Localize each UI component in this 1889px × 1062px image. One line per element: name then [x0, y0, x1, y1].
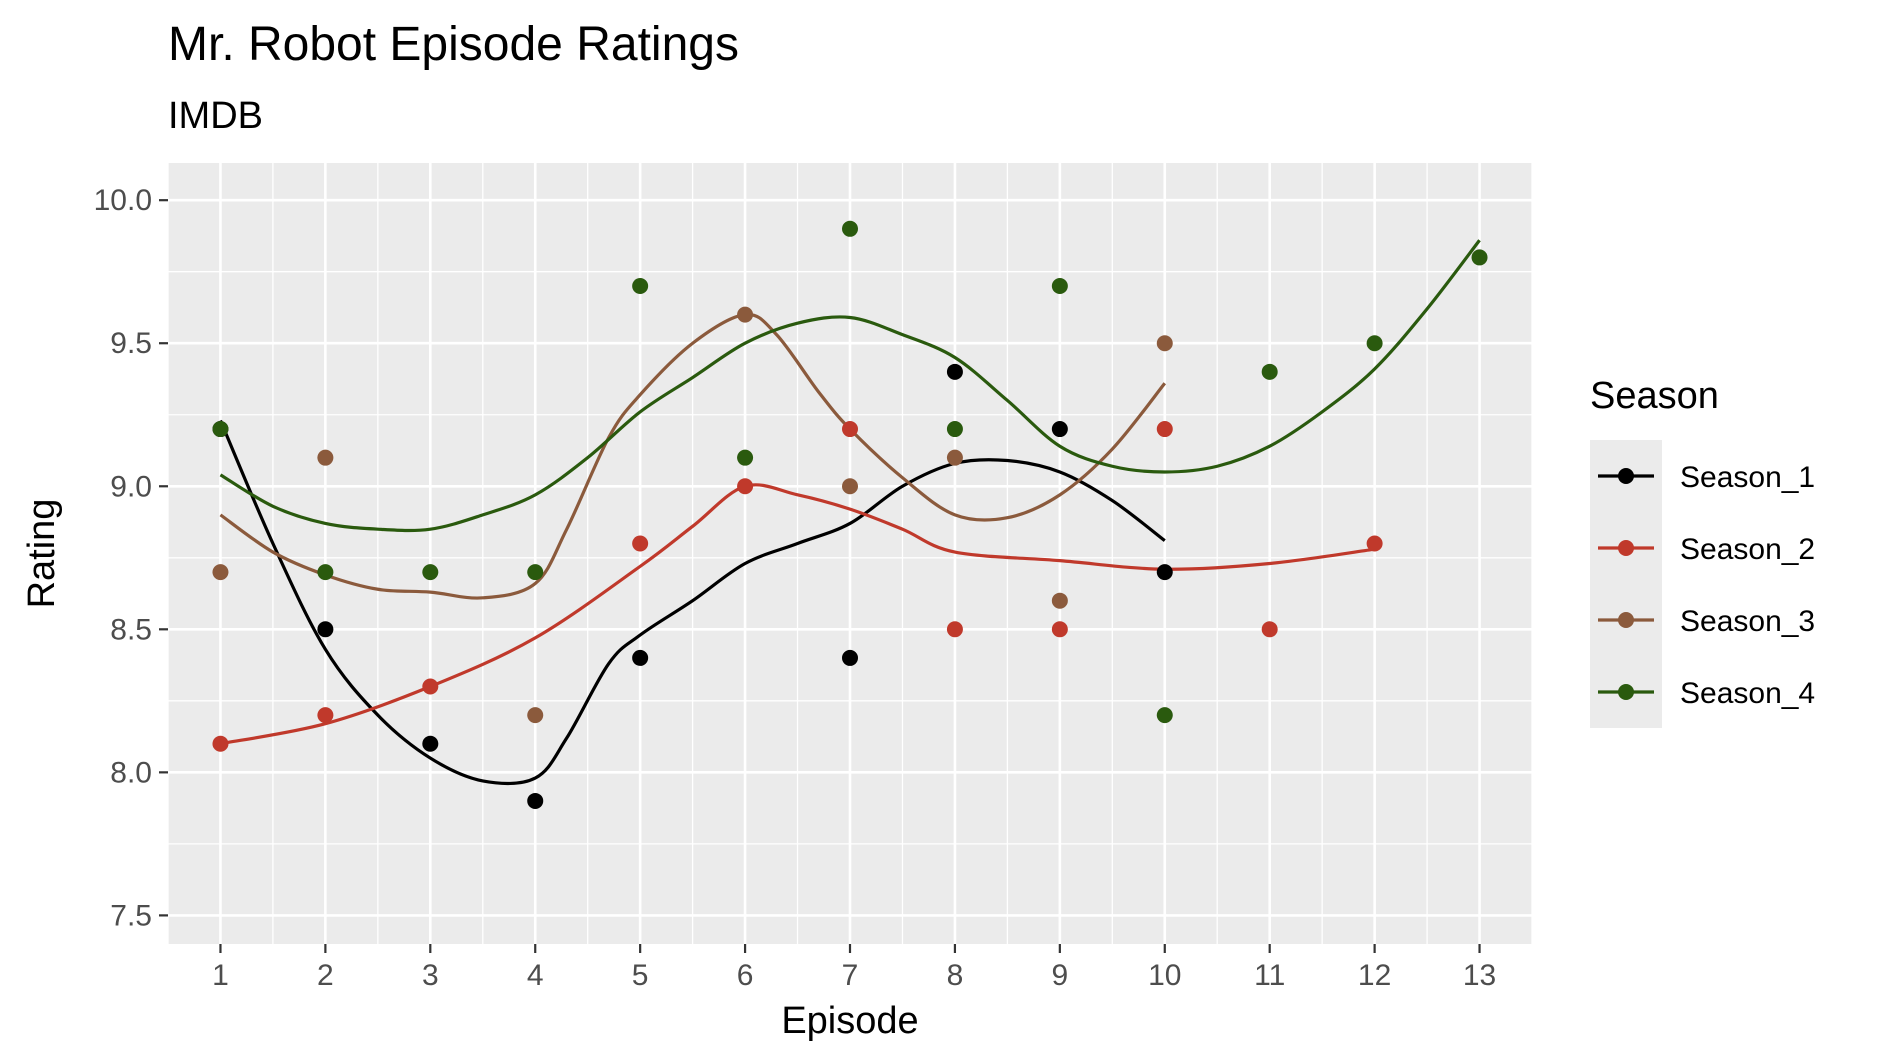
chart-subtitle: IMDB: [168, 95, 263, 137]
data-point-season_2: [1156, 421, 1173, 438]
data-point-season_4: [527, 564, 544, 581]
x-tick-label: 4: [527, 959, 544, 992]
x-tick-label: 7: [842, 959, 859, 992]
legend-key-point: [1618, 540, 1634, 556]
data-point-season_1: [1051, 421, 1068, 438]
data-point-season_3: [527, 707, 544, 724]
smooth-line-season_4: [219, 239, 1481, 533]
data-point-season_4: [212, 421, 229, 438]
data-point-season_4: [317, 564, 334, 581]
data-point-season_2: [212, 735, 229, 752]
data-point-season_4: [1471, 249, 1488, 266]
y-axis-title: Rating: [21, 499, 63, 609]
data-point-season_4: [1366, 335, 1383, 352]
x-tick-label: 12: [1358, 959, 1391, 992]
data-point-season_4: [422, 564, 439, 581]
x-tick-label: 5: [632, 959, 649, 992]
data-point-season_4: [1156, 707, 1173, 724]
chart-title: Mr. Robot Episode Ratings: [168, 18, 739, 71]
legend-key-point: [1618, 612, 1634, 628]
data-point-season_2: [1366, 535, 1383, 552]
smooth-line-season_3: [219, 312, 1167, 600]
y-tick-label: 9.0: [110, 470, 152, 503]
smooth-lines: [218, 239, 1481, 786]
x-tick-label: 13: [1463, 959, 1496, 992]
data-point-season_3: [317, 449, 334, 466]
y-tick-label: 8.5: [110, 613, 152, 646]
legend-key-background: [1590, 440, 1662, 728]
data-point-season_1: [527, 792, 544, 809]
data-point-season_2: [1261, 621, 1278, 638]
data-point-season_4: [1261, 363, 1278, 380]
smooth-line-season_1: [218, 419, 1166, 786]
data-point-season_3: [842, 478, 858, 495]
data-point-season_3: [1156, 335, 1173, 352]
data-point-season_4: [632, 278, 649, 295]
legend-key-point: [1618, 468, 1634, 484]
data-point-season_4: [946, 421, 963, 438]
data-point-season_2: [842, 421, 858, 438]
y-tick-label: 9.5: [110, 327, 152, 360]
legend-label: Season_1: [1680, 461, 1815, 494]
data-point-season_1: [842, 649, 858, 666]
data-point-season_2: [737, 478, 754, 495]
x-axis: 1 2 3 4 5 6 7 8 9 10 11 12 13: [212, 944, 1496, 992]
x-tick-label: 1: [212, 959, 229, 992]
data-point-season_2: [1051, 621, 1068, 638]
y-axis: 7.5 8.0 8.5 9.0 9.5 10.0: [94, 184, 168, 932]
data-point-season_4: [842, 220, 858, 237]
data-points: [212, 220, 1488, 809]
x-tick-label: 6: [737, 959, 754, 992]
data-point-season_4: [1051, 278, 1068, 295]
y-tick-label: 7.5: [110, 899, 152, 932]
legend-label: Season_4: [1680, 677, 1815, 710]
x-tick-label: 10: [1148, 959, 1181, 992]
data-point-season_1: [1156, 564, 1173, 581]
legend-key-point: [1618, 684, 1634, 700]
legend: Season_1 Season_2 Season_3 Season_4: [1590, 440, 1815, 728]
legend-title: Season: [1590, 375, 1719, 417]
data-point-season_2: [946, 621, 963, 638]
x-tick-label: 3: [422, 959, 439, 992]
x-tick-label: 11: [1254, 959, 1285, 992]
smooth-line-season_2: [220, 483, 1375, 746]
data-point-season_2: [317, 707, 334, 724]
y-tick-label: 10.0: [94, 184, 152, 217]
legend-label: Season_3: [1680, 605, 1815, 638]
data-point-season_3: [946, 449, 963, 466]
y-tick-label: 8.0: [110, 756, 152, 789]
data-point-season_3: [1051, 592, 1068, 609]
legend-label: Season_2: [1680, 533, 1815, 566]
data-point-season_2: [632, 535, 649, 552]
data-point-season_4: [737, 449, 754, 466]
x-tick-label: 8: [947, 959, 964, 992]
data-point-season_3: [737, 306, 754, 323]
data-point-season_1: [632, 649, 649, 666]
x-tick-label: 9: [1052, 959, 1069, 992]
data-point-season_1: [422, 735, 439, 752]
x-axis-title: Episode: [781, 1000, 918, 1042]
data-point-season_1: [946, 363, 963, 380]
x-tick-label: 2: [317, 959, 334, 992]
data-point-season_2: [422, 678, 439, 695]
data-point-season_1: [317, 621, 334, 638]
data-point-season_3: [212, 564, 229, 581]
